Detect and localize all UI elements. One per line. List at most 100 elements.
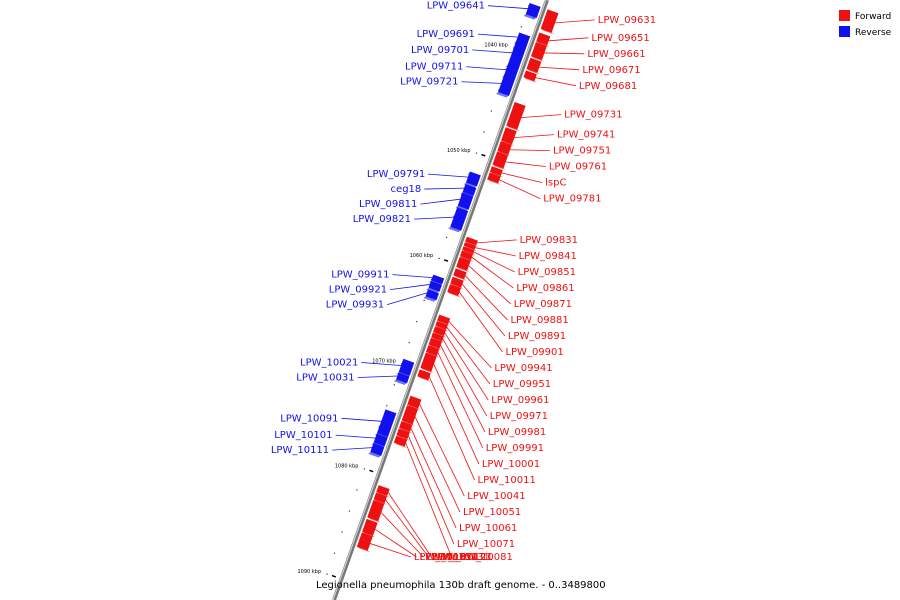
- gene-label-LPW_09791: LPW_09791: [367, 169, 425, 180]
- leader-LPW_09871: [468, 265, 511, 305]
- tick-mark: [331, 574, 337, 578]
- gene-label-LPW_09761: LPW_09761: [549, 162, 607, 173]
- gene-label-LPW_09901: LPW_09901: [505, 347, 563, 358]
- gene-shade: [435, 325, 449, 332]
- leader-LPW_10001: [433, 363, 480, 465]
- minor-tick: [341, 531, 343, 533]
- gene-labels: LPW_09631 LPW_09651 LPW_09661 LPW_09671 LPW_…: [271, 1, 656, 563]
- minor-tick: [333, 552, 336, 554]
- gene-label-LPW_09851: LPW_09851: [518, 267, 576, 278]
- leader-LPW_09921: [390, 284, 431, 291]
- minor-tick: [363, 468, 365, 470]
- minor-tick: [483, 131, 485, 133]
- gene-shade: [460, 256, 474, 262]
- gene-shade: [407, 404, 421, 411]
- leader-LPW_09861: [471, 256, 514, 289]
- tick-mark: [369, 469, 374, 473]
- legend-forward-label: Forward: [855, 12, 891, 22]
- leader-LPW_10101: [335, 434, 376, 439]
- gene-shade: [497, 150, 511, 157]
- leader-LPW_10081: [405, 442, 452, 558]
- leader-LPW_10071: [407, 435, 455, 545]
- gene-label-lspC: lspC: [545, 178, 566, 189]
- gene-label-LPW_09961: LPW_09961: [491, 395, 549, 406]
- gene-shade: [462, 249, 476, 256]
- gene-label-LPW_09721: LPW_09721: [400, 77, 458, 88]
- leader-LPW_10041: [419, 403, 465, 497]
- gene-shade: [453, 275, 467, 281]
- gene-shade: [367, 517, 381, 523]
- gene-label-LPW_10011: LPW_10011: [478, 475, 536, 486]
- minor-tick: [438, 257, 440, 260]
- gene-label-LPW_09741: LPW_09741: [557, 130, 615, 141]
- gene-label-LPW_10141: LPW_10141: [426, 552, 484, 563]
- leader-LPW_09691: [477, 33, 518, 38]
- gene-label-LPW_10161: LPW_10161: [414, 552, 472, 563]
- minor-tick: [445, 236, 448, 238]
- leader-LPW_10021: [361, 362, 402, 366]
- leader-LPW_09721: [461, 81, 502, 84]
- gene-label-LPW_09921: LPW_09921: [329, 285, 387, 296]
- legend-forward-swatch: [839, 10, 850, 21]
- gene-label-LPW_10061: LPW_10061: [459, 523, 517, 534]
- minor-tick: [348, 510, 351, 512]
- gene-label-LPW_09831: LPW_09831: [520, 235, 578, 246]
- leader-ceg18: [424, 187, 465, 190]
- leader-LPW_09881: [464, 275, 508, 321]
- leader-LPW_10111: [332, 447, 373, 451]
- minor-tick: [475, 152, 478, 154]
- gene-shade: [423, 296, 437, 302]
- gene-shade: [501, 140, 515, 146]
- tick-label: 1080 kbp: [335, 464, 359, 470]
- genome-caption: Legionella pneumophila 130b draft genome…: [316, 580, 606, 591]
- gene-label-LPW_09691: LPW_09691: [417, 29, 475, 40]
- legend: Forward Reverse: [839, 10, 892, 38]
- leader-LPW_09831: [476, 239, 517, 244]
- gene-shade: [450, 283, 464, 290]
- gene-shade: [417, 376, 431, 382]
- gene-label-LPW_10071: LPW_10071: [457, 539, 515, 550]
- gene-features: [356, 3, 559, 553]
- leader-LPW_10011: [428, 376, 475, 481]
- legend-reverse-label: Reverse: [855, 28, 892, 38]
- gene-label-LPW_09631: LPW_09631: [598, 15, 656, 26]
- leader-LPW_09791: [428, 173, 469, 178]
- leader-LPW_09781: [498, 179, 541, 200]
- genome-backbone: [332, 0, 549, 600]
- gene-shade: [394, 442, 408, 449]
- leader-LPW_10031: [357, 375, 398, 378]
- leader-LPW_09901: [458, 291, 503, 353]
- leader-LPW_09841: [474, 247, 516, 257]
- gene-label-LPW_09651: LPW_09651: [591, 33, 649, 44]
- minor-tick: [386, 405, 388, 407]
- gene-label-LPW_09641: LPW_09641: [427, 1, 485, 12]
- gene-shade: [448, 226, 462, 233]
- gene-shade: [402, 420, 415, 426]
- gene-shade: [465, 241, 479, 248]
- leader-LPW_09651: [548, 37, 589, 42]
- gene-label-LPW_09671: LPW_09671: [582, 65, 640, 76]
- tick-label: 1070 kbp: [372, 358, 396, 364]
- gene-shade: [433, 331, 447, 338]
- gene-shade: [541, 28, 554, 35]
- gene-shade: [487, 179, 501, 185]
- leader-LPW_09751: [509, 149, 550, 152]
- gene-shade: [456, 266, 470, 273]
- gene-shade: [357, 546, 371, 553]
- tick-label: 1090 kbp: [297, 569, 321, 575]
- gene-label-LPW_09661: LPW_09661: [587, 49, 645, 60]
- minor-tick: [490, 110, 493, 112]
- gene-shade: [399, 427, 413, 434]
- leader-LPW_09941: [448, 321, 492, 369]
- minor-tick: [326, 573, 328, 575]
- tick-mark: [481, 153, 486, 157]
- leader-LPW_10121: [387, 492, 432, 558]
- gene-shade: [495, 91, 509, 98]
- gene-shade: [426, 287, 440, 294]
- gene-label-LPW_10021: LPW_10021: [300, 358, 358, 369]
- gene-label-LPW_09751: LPW_09751: [553, 146, 611, 157]
- gene-shade: [523, 77, 537, 83]
- gene-shade: [368, 451, 382, 458]
- leader-LPW_09821: [413, 216, 455, 220]
- leader-LPW_09931: [386, 292, 428, 305]
